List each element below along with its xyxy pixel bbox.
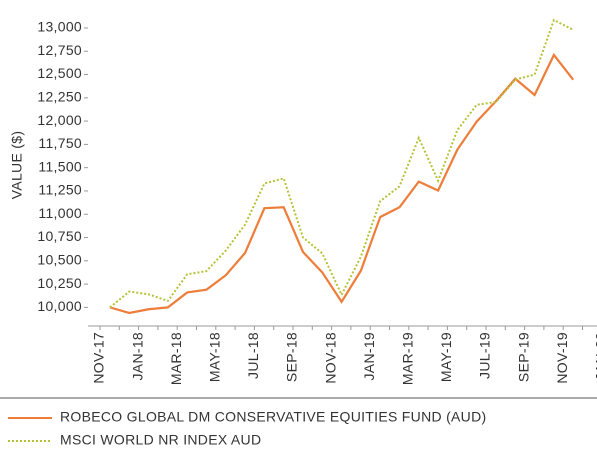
series-line bbox=[109, 52, 575, 315]
legend-label: ROBECO GLOBAL DM CONSERVATIVE EQUITIES F… bbox=[60, 409, 486, 425]
y-tick-label: 12,250 bbox=[37, 89, 82, 105]
x-tick-label: MAR-18 bbox=[168, 332, 184, 385]
series-line bbox=[109, 18, 574, 309]
y-tick-label: 12,750 bbox=[37, 42, 82, 58]
y-tick-label: 10,500 bbox=[37, 252, 82, 268]
y-tick-label: 10,250 bbox=[37, 275, 82, 291]
y-tick-label: 12,000 bbox=[37, 112, 82, 128]
x-tick-label: JAN-20 bbox=[593, 332, 597, 380]
x-tick-label: JUL-18 bbox=[245, 332, 261, 379]
y-tick-label: 11,000 bbox=[38, 205, 82, 221]
x-tick-label: MAY-19 bbox=[438, 332, 454, 382]
y-tick-label: 11,750 bbox=[38, 135, 82, 151]
x-tick-label: NOV-18 bbox=[322, 332, 338, 384]
x-tick-label: SEP-19 bbox=[515, 332, 531, 382]
legend-label: MSCI WORLD NR INDEX AUD bbox=[60, 432, 261, 448]
x-tick-label: SEP-18 bbox=[284, 332, 300, 382]
y-tick-label: 13,000 bbox=[37, 19, 82, 35]
y-tick-label: 12,500 bbox=[37, 65, 82, 81]
x-tick-label: JAN-18 bbox=[129, 332, 145, 380]
x-tick-label: NOV-17 bbox=[91, 332, 107, 384]
y-tick-label: 10,750 bbox=[37, 228, 82, 244]
x-tick-label: NOV-19 bbox=[554, 332, 570, 384]
x-tick-label: MAY-18 bbox=[207, 332, 223, 382]
y-axis-label: VALUE ($) bbox=[9, 131, 25, 200]
y-tick-label: 10,000 bbox=[37, 298, 82, 314]
x-tick-label: JUL-19 bbox=[477, 332, 493, 379]
x-tick-label: MAR-19 bbox=[400, 332, 416, 385]
x-tick-label: JAN-19 bbox=[361, 332, 377, 380]
y-tick-label: 11,250 bbox=[38, 182, 82, 198]
y-tick-label: 11,500 bbox=[38, 158, 82, 174]
